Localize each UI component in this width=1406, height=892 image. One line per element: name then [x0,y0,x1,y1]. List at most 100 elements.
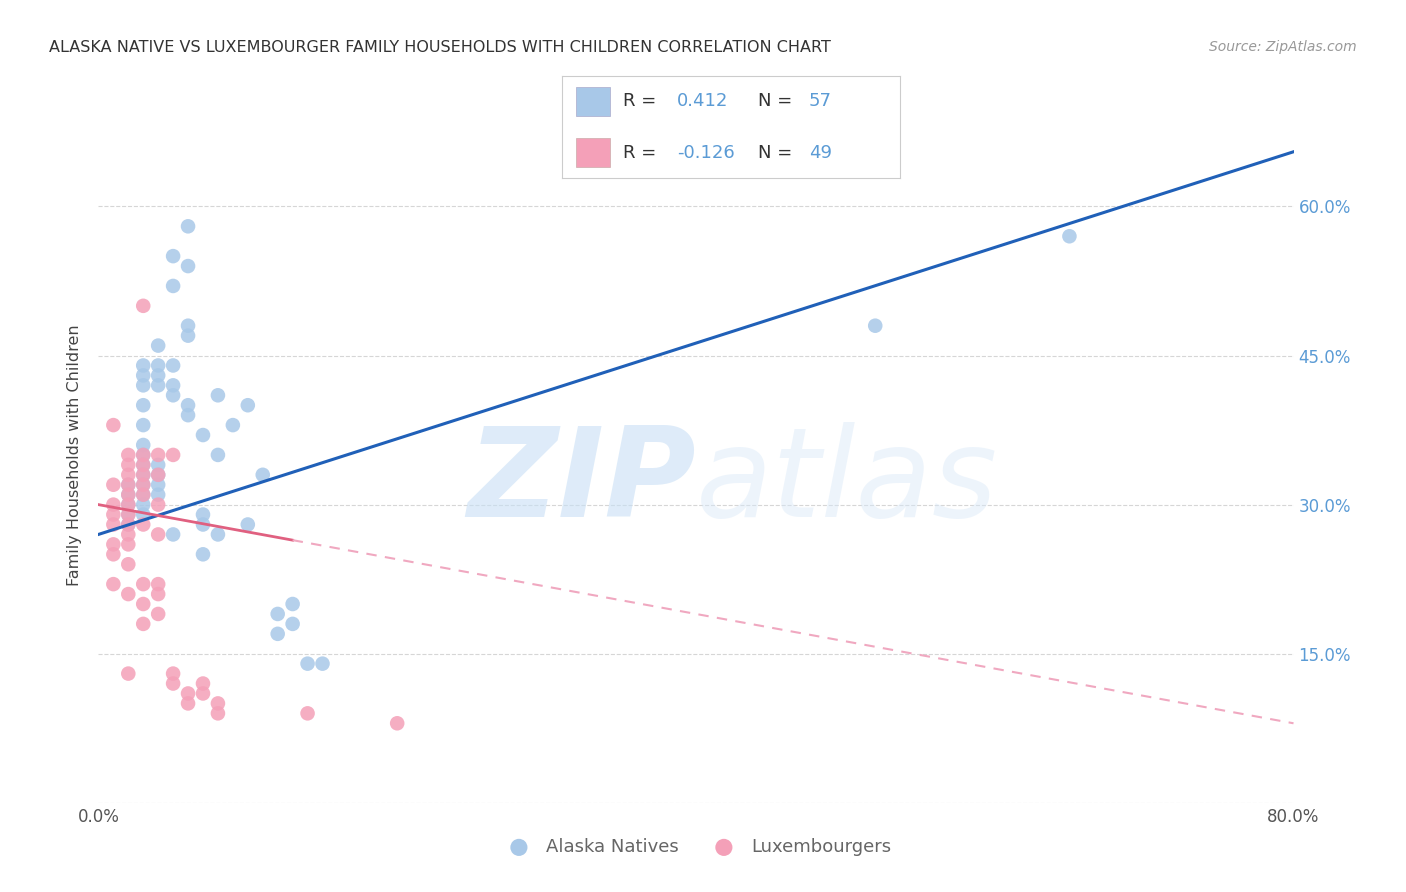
Text: -0.126: -0.126 [678,144,735,161]
Point [117,498,139,512]
Point [177,686,200,700]
Point [207,388,229,402]
Point [236,398,259,412]
Point [191,686,214,700]
Point [117,517,139,532]
Point [132,398,155,412]
Point [148,368,170,383]
Y-axis label: Family Households with Children: Family Households with Children [67,324,83,586]
Point [103,498,125,512]
Point [117,488,139,502]
Point [132,467,155,482]
Point [207,448,229,462]
Point [103,577,125,591]
Text: N =: N = [758,93,799,111]
Point [385,716,409,731]
Point [117,666,139,681]
Point [148,477,170,491]
Point [222,418,245,433]
Legend: Alaska Natives, Luxembourgers: Alaska Natives, Luxembourgers [494,831,898,863]
Point [103,517,125,532]
Point [297,706,319,721]
Bar [576,87,610,116]
Point [132,359,155,373]
Text: atlas: atlas [696,422,998,543]
Point [103,547,125,561]
Point [162,676,184,690]
Point [207,527,229,541]
Text: R =: R = [623,93,662,111]
Point [148,467,170,482]
Point [132,448,155,462]
Point [117,558,139,572]
Point [148,378,170,392]
Point [148,587,170,601]
Point [162,279,184,293]
Point [117,517,139,532]
Point [132,299,155,313]
Point [132,517,155,532]
Point [177,259,200,273]
Point [132,616,155,631]
Point [132,508,155,522]
Point [865,318,887,333]
Point [267,627,290,641]
Point [132,477,155,491]
Text: 49: 49 [808,144,832,161]
Point [132,448,155,462]
Point [117,587,139,601]
Point [132,378,155,392]
Point [177,328,200,343]
Point [297,657,319,671]
Point [148,498,170,512]
Point [236,517,259,532]
Point [103,537,125,551]
Point [207,706,229,721]
Point [117,488,139,502]
Point [177,697,200,711]
Point [191,428,214,442]
Point [177,219,200,234]
Text: ZIP: ZIP [467,422,696,543]
Point [162,666,184,681]
Point [132,458,155,472]
Point [148,338,170,352]
Point [281,616,304,631]
Point [132,368,155,383]
Point [162,448,184,462]
Point [132,577,155,591]
Point [148,577,170,591]
Point [162,359,184,373]
Point [103,477,125,491]
Point [177,318,200,333]
Point [191,517,214,532]
Point [132,498,155,512]
Point [103,418,125,433]
Point [191,547,214,561]
Point [267,607,290,621]
Point [1059,229,1081,244]
Point [117,448,139,462]
Text: R =: R = [623,144,662,161]
Point [132,477,155,491]
Point [132,458,155,472]
Point [103,508,125,522]
Point [117,508,139,522]
Text: 57: 57 [808,93,832,111]
Point [148,607,170,621]
Point [311,657,333,671]
Point [162,388,184,402]
Point [132,418,155,433]
Text: 0.412: 0.412 [678,93,728,111]
Point [148,527,170,541]
Point [132,488,155,502]
Point [148,488,170,502]
Point [148,448,170,462]
Point [132,488,155,502]
Point [117,458,139,472]
Point [162,527,184,541]
Text: ALASKA NATIVE VS LUXEMBOURGER FAMILY HOUSEHOLDS WITH CHILDREN CORRELATION CHART: ALASKA NATIVE VS LUXEMBOURGER FAMILY HOU… [49,40,831,55]
Point [252,467,274,482]
Point [191,676,214,690]
Point [177,398,200,412]
